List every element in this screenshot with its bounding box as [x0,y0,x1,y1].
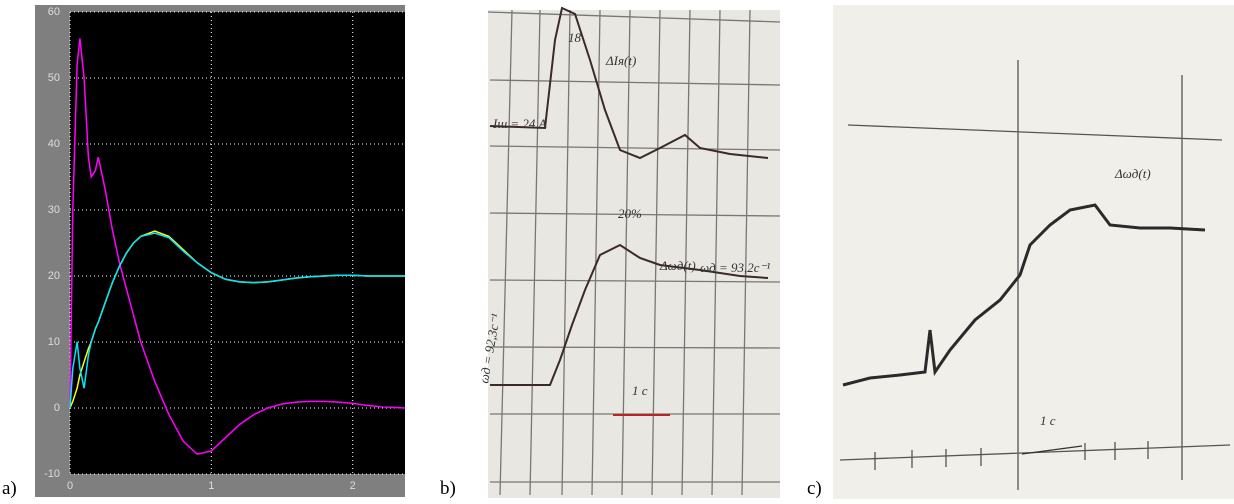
photo-c: Δωд(t) 1 c [833,5,1234,499]
series-line [69,232,405,409]
annotation: Δωд(t) [1114,166,1151,181]
annotation: Iш = 24 A [492,116,547,131]
panel-label: b) [440,478,456,499]
annotation: 20% [618,206,642,221]
y-tick-label: 40 [48,138,60,150]
y-tick-label: 50 [48,72,60,84]
y-tick-label: 60 [48,6,60,18]
x-tick-label: 0 [67,480,73,492]
panel-label: a) [2,478,17,499]
series-line [69,38,406,456]
y-tick-label: -10 [44,468,60,480]
x-tick-label: 2 [350,480,356,492]
annotation: Δωд(t) [659,258,696,273]
panel-label: c) [807,478,822,499]
y-tick-label: 0 [54,402,60,414]
annotation: 18 [568,30,582,45]
x-tick-label: 1 [208,480,214,492]
annotation: 1 c [1040,413,1056,428]
annotation: ΔIя(t) [605,53,636,68]
y-tick-label: 10 [48,336,60,348]
y-tick-label: 30 [48,204,60,216]
annotation: 1 c [632,383,648,398]
y-tick-label: 20 [48,270,60,282]
annotation: ωд = 93,2c⁻¹ [700,260,770,275]
photo-b: Iш = 24 A 18 ΔIя(t) 20% Δωд(t) ωд = 93,2… [476,6,781,498]
plot-a: -10 0 10 20 30 40 50 60 0 1 2 [44,6,406,492]
plot-area [70,12,405,474]
